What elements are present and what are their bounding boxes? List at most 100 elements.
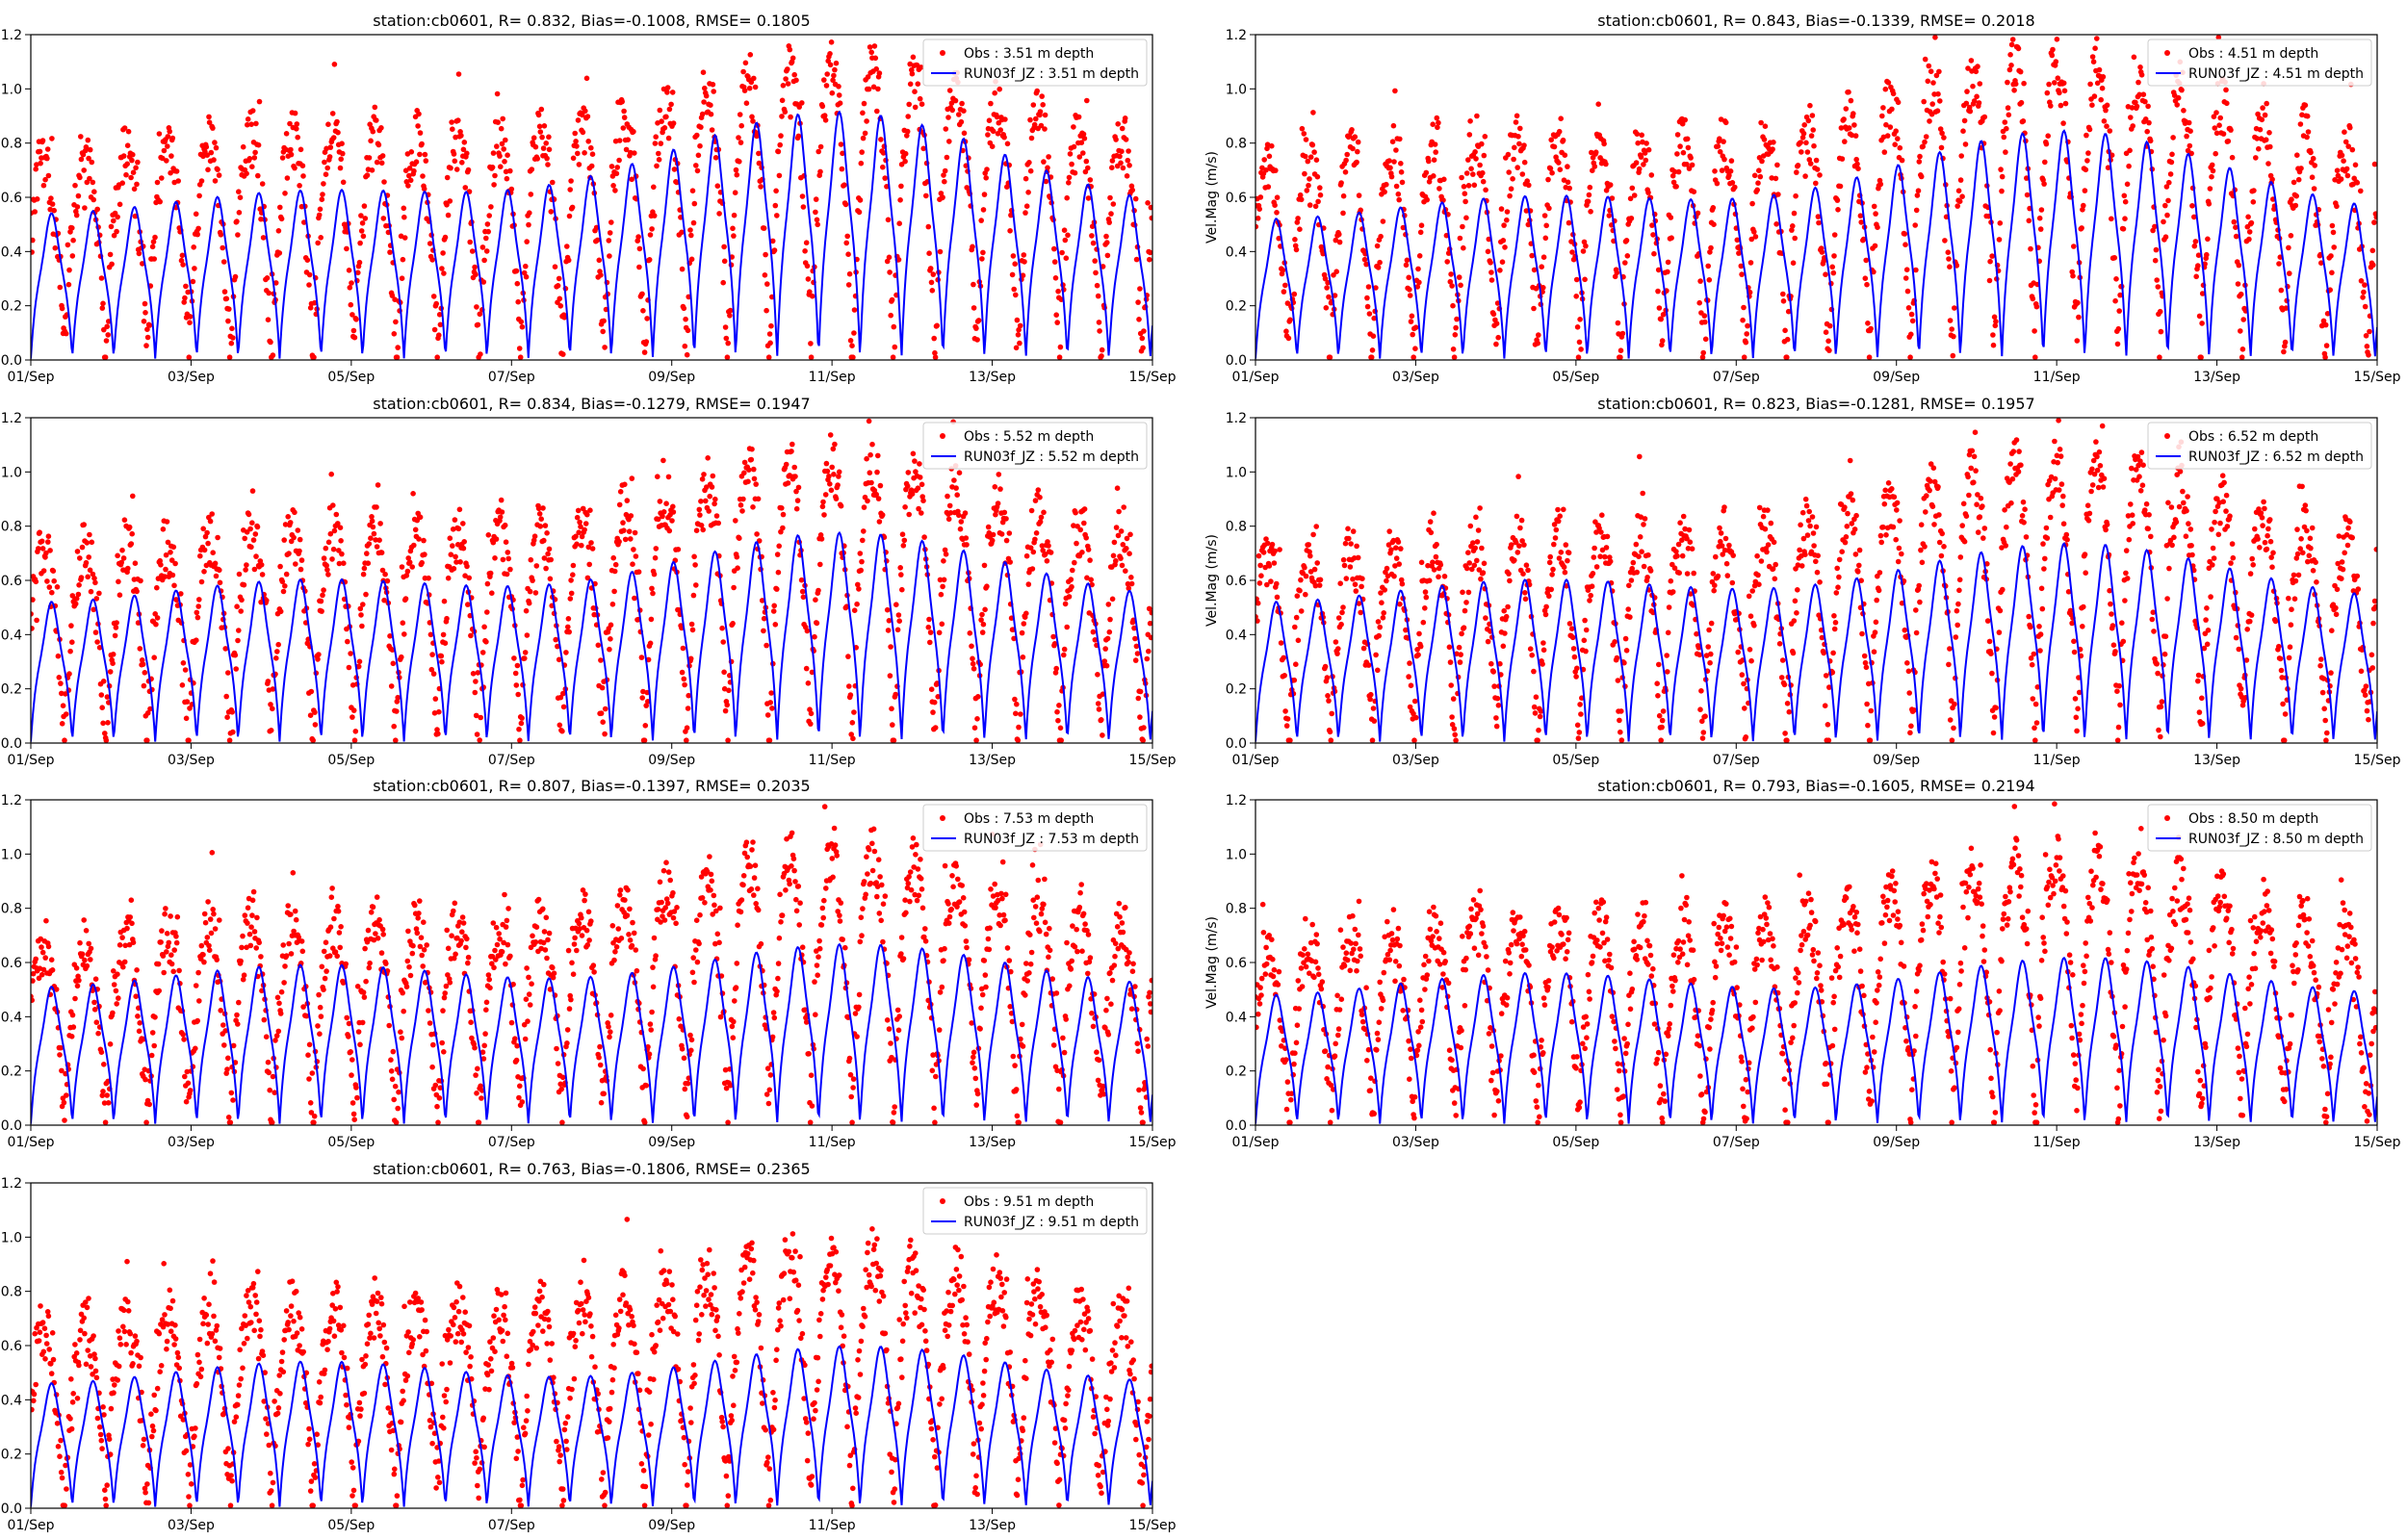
obs-point: [165, 134, 171, 140]
obs-point: [39, 538, 45, 545]
obs-point: [1761, 137, 1768, 142]
obs-point: [357, 240, 363, 246]
obs-point: [2142, 116, 2149, 122]
obs-point: [1264, 141, 1271, 147]
obs-point: [78, 575, 85, 580]
obs-point: [2228, 127, 2234, 133]
obs-point: [827, 62, 834, 68]
obs-point: [2265, 161, 2271, 167]
obs-point: [171, 582, 177, 589]
obs-point: [895, 257, 902, 263]
obs-point: [1298, 608, 1305, 614]
obs-point: [2152, 223, 2158, 230]
x-tick-label: 05/Sep: [327, 753, 375, 768]
obs-point: [204, 152, 210, 158]
obs-point: [1470, 171, 1476, 177]
obs-point: [416, 536, 422, 542]
obs-point: [1749, 200, 1755, 207]
obs-point: [1637, 534, 1643, 540]
obs-point: [405, 555, 412, 561]
obs-point: [368, 535, 374, 541]
obs-point: [503, 168, 509, 175]
obs-point: [513, 682, 520, 688]
obs-point: [2105, 165, 2111, 170]
obs-point: [405, 183, 411, 189]
obs-point: [707, 493, 712, 500]
obs-point: [1853, 156, 1859, 163]
obs-point: [1773, 221, 1779, 227]
obs-point: [2012, 81, 2019, 87]
obs-point: [196, 192, 202, 199]
obs-point: [2006, 66, 2013, 73]
obs-point: [393, 319, 399, 325]
obs-point: [1764, 549, 1770, 555]
obs-point: [522, 655, 528, 661]
obs-point: [1765, 542, 1772, 548]
obs-point: [448, 165, 453, 171]
obs-point: [1109, 158, 1116, 164]
obs-point: [946, 88, 953, 93]
obs-point: [128, 174, 134, 181]
obs-point: [912, 104, 919, 111]
obs-point: [469, 248, 476, 254]
obs-point: [2062, 100, 2069, 107]
obs-point: [369, 518, 375, 525]
obs-point: [611, 588, 617, 595]
obs-point: [1458, 282, 1463, 289]
obs-point: [799, 588, 806, 595]
obs-point: [630, 561, 635, 567]
obs-point: [1634, 131, 1641, 137]
obs-point: [864, 455, 869, 462]
obs-point: [151, 654, 157, 660]
obs-point: [857, 197, 864, 203]
obs-point: [1549, 169, 1555, 176]
obs-point: [1451, 354, 1458, 360]
obs-point: [1642, 150, 1648, 156]
obs-point: [2163, 184, 2170, 190]
obs-point: [2338, 176, 2344, 182]
obs-point: [540, 505, 546, 511]
obs-point: [1781, 681, 1788, 688]
obs-point: [63, 691, 68, 697]
obs-point: [1618, 354, 1623, 360]
obs-point: [1326, 698, 1332, 704]
obs-point: [528, 556, 534, 563]
obs-point: [2206, 201, 2213, 207]
obs-point: [2080, 207, 2085, 213]
obs-point: [1343, 157, 1349, 164]
obs-point: [1132, 635, 1138, 642]
obs-point: [1434, 115, 1440, 121]
obs-point: [2209, 162, 2215, 168]
obs-point: [531, 533, 538, 539]
obs-point: [1113, 525, 1120, 530]
obs-point: [277, 204, 283, 211]
obs-point: [2371, 161, 2377, 167]
obs-point: [1823, 329, 1829, 336]
obs-point: [1123, 137, 1129, 142]
obs-point: [2140, 91, 2147, 97]
obs-point: [359, 220, 366, 226]
obs-point: [37, 148, 43, 155]
obs-point: [2129, 105, 2135, 111]
obs-point: [1055, 717, 1061, 724]
x-tick-label: 11/Sep: [809, 753, 856, 768]
obs-point: [611, 568, 618, 575]
obs-point: [736, 135, 741, 141]
obs-point: [651, 184, 657, 191]
obs-point: [1784, 737, 1790, 743]
obs-point: [1431, 157, 1437, 163]
obs-point: [1863, 257, 1869, 264]
obs-point: [1355, 139, 1361, 145]
obs-point: [1545, 176, 1551, 183]
obs-point: [433, 300, 440, 307]
obs-point: [1399, 580, 1406, 587]
obs-point: [885, 217, 892, 223]
obs-point: [941, 577, 947, 583]
obs-point: [580, 129, 586, 136]
obs-point: [787, 473, 792, 478]
obs-point: [978, 218, 984, 223]
obs-point: [1699, 735, 1706, 741]
obs-point: [749, 446, 755, 452]
obs-point: [1494, 695, 1501, 702]
